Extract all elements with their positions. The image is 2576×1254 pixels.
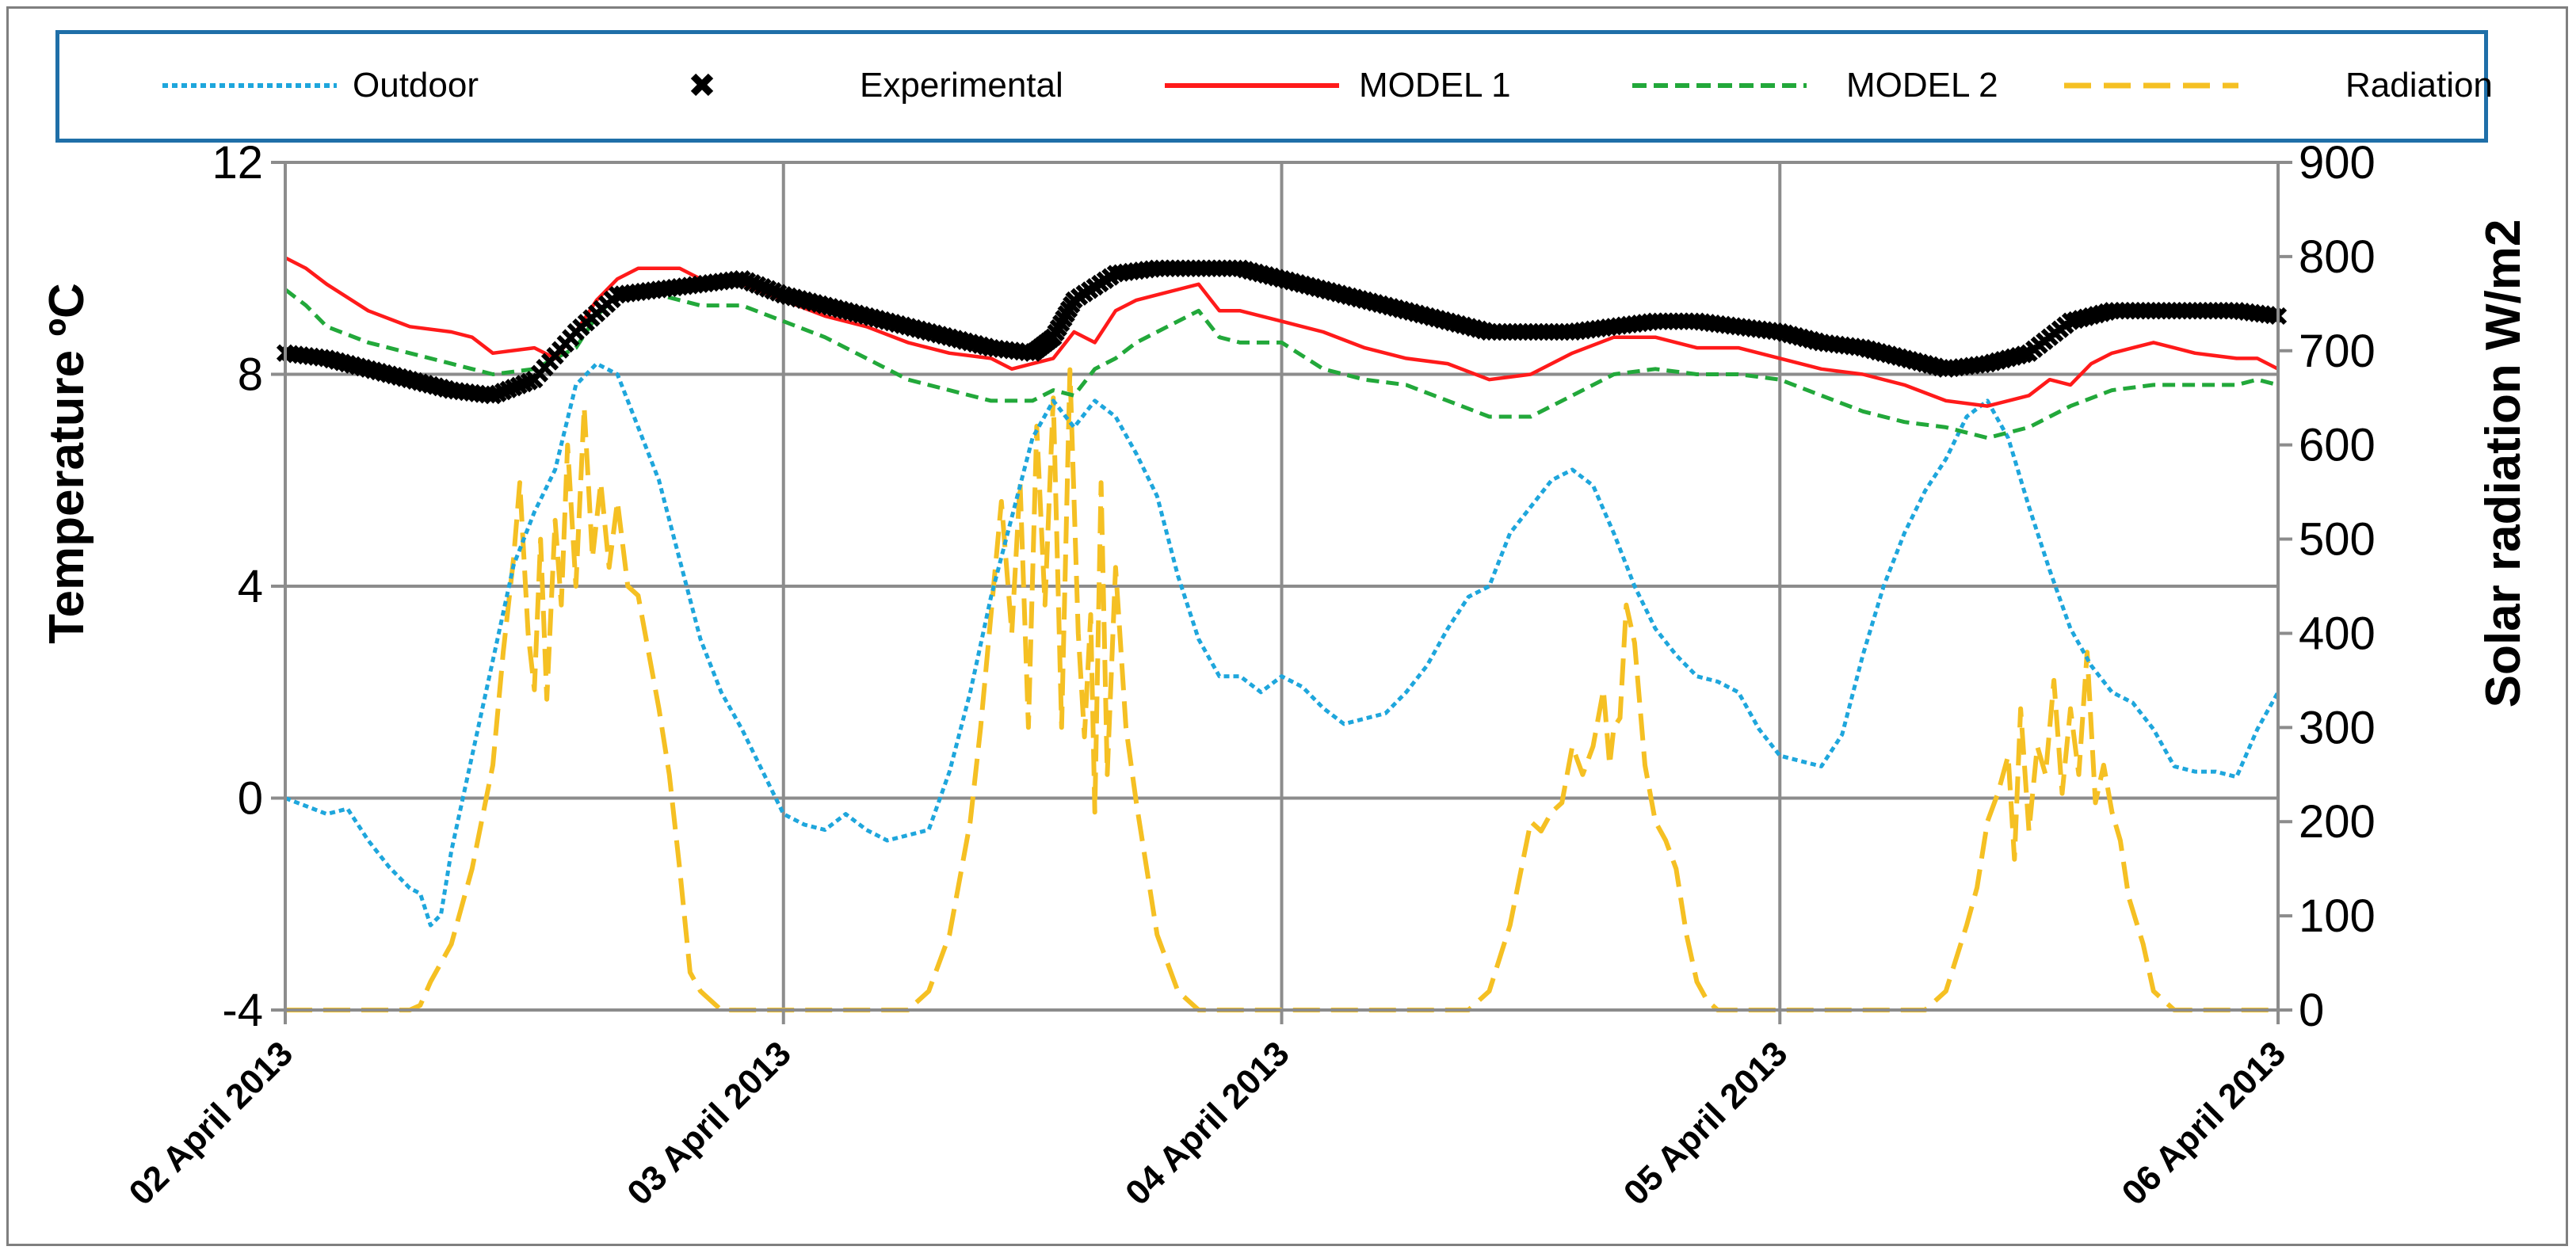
- x-tick-label: 03 April 2013: [620, 1034, 798, 1212]
- y-left-tick-label: 8: [238, 349, 263, 401]
- series-line-outdoor: [284, 361, 2280, 928]
- y-left-axis-title: Temperature ºC: [40, 283, 94, 644]
- legend-sample-model1: [1165, 83, 1339, 88]
- legend-sample-model2: [1632, 83, 1807, 88]
- x-tick-label: 02 April 2013: [122, 1034, 300, 1212]
- y-left-tick-label: 4: [238, 561, 263, 612]
- y-right-tick-label: 400: [2299, 608, 2376, 659]
- series-line-radiation: [285, 367, 2278, 1012]
- y-right-tick-label: 900: [2299, 137, 2376, 189]
- legend-label-radiation: Radiation: [2345, 66, 2493, 105]
- series-line-model-1: [284, 256, 2280, 408]
- legend-sample-experimental: [690, 73, 714, 97]
- legend-label-model2: MODEL 2: [1846, 66, 1998, 105]
- legend-label-experimental: Experimental: [860, 66, 1063, 105]
- axes: -4 0 4 8 12 0 100 200 300 400 500 600 700 800 900 02 Ap…: [122, 137, 2376, 1213]
- y-right-tick-label: 100: [2299, 890, 2376, 942]
- legend-sample-outdoor: [162, 83, 337, 88]
- legend-item-experimental: Experimental: [614, 58, 1063, 113]
- legend-sample-radiation: [2064, 82, 2238, 89]
- x-tick-label: 06 April 2013: [2115, 1034, 2293, 1212]
- legend-item-radiation: Radiation: [2064, 58, 2493, 113]
- y-right-axis-title: Solar radiation W/m2: [2476, 219, 2531, 708]
- y-left-tick-label: -4: [222, 985, 263, 1036]
- chart-frame: [6, 6, 2568, 1246]
- series-line-model-2: [284, 288, 2279, 440]
- series-experimental: [276, 259, 2288, 405]
- legend-label-model1: MODEL 1: [1359, 66, 1511, 105]
- y-right-tick-label: 500: [2299, 514, 2376, 566]
- legend-item-outdoor: Outdoor: [162, 58, 479, 113]
- x-tick-label: 05 April 2013: [1616, 1034, 1795, 1212]
- legend: Outdoor Experimental MODEL 1 MODEL 2 Rad…: [55, 30, 2493, 143]
- y-right-tick-label: 800: [2299, 231, 2376, 283]
- y-right-tick-label: 200: [2299, 796, 2376, 848]
- plot-area-border: [284, 161, 2280, 1012]
- y-right-tick-label: 600: [2299, 420, 2376, 471]
- series-layer: [276, 256, 2288, 1012]
- legend-item-model1: MODEL 1: [1165, 58, 1545, 113]
- x-tick-label: 04 April 2013: [1118, 1034, 1296, 1212]
- y-left-tick-label: 0: [238, 773, 263, 825]
- y-right-tick-label: 700: [2299, 326, 2376, 377]
- y-left-tick-label: 12: [212, 137, 263, 189]
- legend-label-outdoor: Outdoor: [353, 66, 479, 105]
- legend-item-model2: MODEL 2: [1632, 58, 2013, 113]
- y-right-tick-label: 300: [2299, 702, 2376, 753]
- y-right-tick-label: 0: [2299, 985, 2324, 1036]
